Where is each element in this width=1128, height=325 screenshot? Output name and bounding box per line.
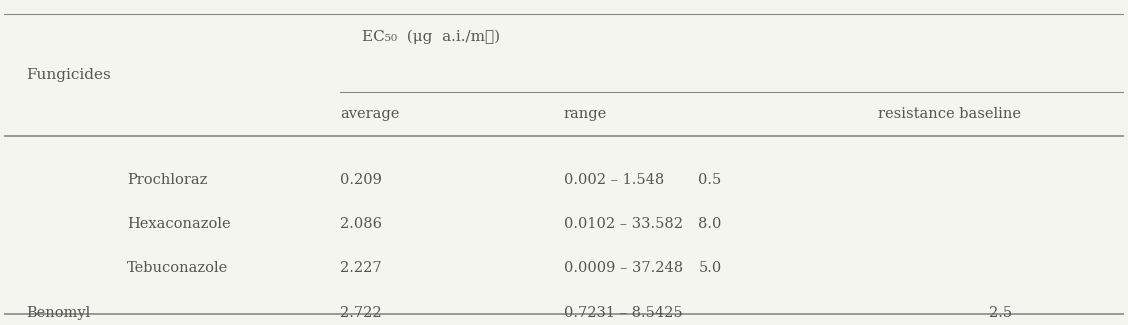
Text: 0.5: 0.5 (698, 173, 722, 188)
Text: Benomyl: Benomyl (27, 306, 91, 319)
Text: 2.227: 2.227 (340, 262, 381, 276)
Text: Tebuconazole: Tebuconazole (127, 262, 229, 276)
Text: 0.002 – 1.548: 0.002 – 1.548 (564, 173, 664, 188)
Text: Hexaconazole: Hexaconazole (127, 217, 231, 231)
Text: 2.5: 2.5 (989, 306, 1013, 319)
Text: 0.7231 – 8.5425: 0.7231 – 8.5425 (564, 306, 682, 319)
Text: 0.209: 0.209 (340, 173, 382, 188)
Text: Prochloraz: Prochloraz (127, 173, 208, 188)
Text: 0.0102 – 33.582: 0.0102 – 33.582 (564, 217, 682, 231)
Text: average: average (340, 107, 399, 121)
Text: 0.0009 – 37.248: 0.0009 – 37.248 (564, 262, 684, 276)
Text: 8.0: 8.0 (698, 217, 722, 231)
Text: 2.722: 2.722 (340, 306, 381, 319)
Text: resistance baseline: resistance baseline (878, 107, 1021, 121)
Text: 2.086: 2.086 (340, 217, 382, 231)
Text: 5.0: 5.0 (698, 262, 722, 276)
Text: Fungicides: Fungicides (27, 68, 112, 82)
Text: range: range (564, 107, 607, 121)
Text: EC₅₀  (μg  a.i./mℓ): EC₅₀ (μg a.i./mℓ) (362, 30, 501, 45)
